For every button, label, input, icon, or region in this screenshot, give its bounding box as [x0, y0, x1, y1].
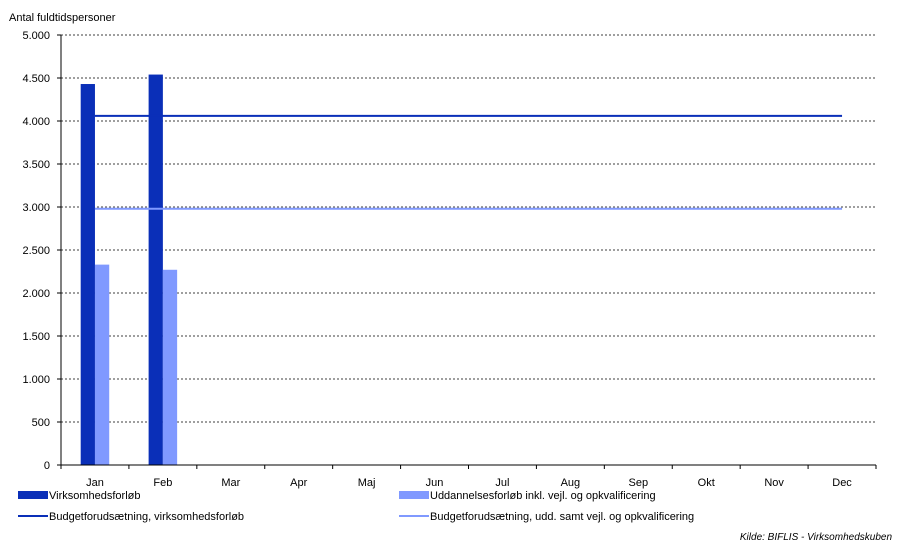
x-tick-label: Dec	[832, 477, 852, 489]
axes: 0 500 1.000 1.500 2.000 2.500 3.000 3.500 4.000 4…	[22, 30, 877, 489]
x-tick-label: Mar	[221, 477, 240, 489]
bar-virksomhedsforloeb	[148, 74, 163, 465]
bar-virksomhedsforloeb	[80, 84, 95, 466]
x-tick-label: Nov	[764, 477, 784, 489]
legend-label: Budgetforudsætning, virksomhedsforløb	[49, 511, 244, 523]
y-tick-label: 4.500	[22, 73, 50, 85]
bar-uddannelsesforloeb	[162, 269, 178, 465]
budget-lines	[94, 114, 843, 210]
y-tick-label: 4.000	[22, 116, 50, 128]
y-tick-label: 0	[44, 460, 50, 472]
x-tick-label: Sep	[629, 477, 649, 489]
x-tick-label: Jul	[495, 477, 509, 489]
x-tick-label: Apr	[290, 477, 307, 489]
x-tick-label: Feb	[153, 477, 172, 489]
x-tick-label: Okt	[698, 477, 715, 489]
y-tick-label: 1.000	[22, 374, 50, 386]
bar-uddannelsesforloeb	[94, 264, 110, 465]
legend-swatch	[18, 491, 48, 499]
legend-label: Virksomhedsforløb	[49, 490, 141, 502]
x-tick-label: Maj	[358, 477, 376, 489]
y-tick-label: 3.500	[22, 159, 50, 171]
legend: Virksomhedsforløb Uddannelsesforløb inkl.…	[18, 490, 694, 523]
y-axis-title: Antal fuldtidspersoner	[9, 12, 116, 24]
gridlines	[61, 34, 876, 423]
legend-swatch	[399, 491, 429, 499]
legend-label: Uddannelsesforløb inkl. vejl. og opkvali…	[430, 490, 656, 502]
x-tick-label: Jan	[86, 477, 104, 489]
source-note: Kilde: BIFLIS - Virksomhedskuben	[740, 532, 893, 543]
y-tick-label: 500	[32, 417, 50, 429]
y-tick-label: 2.000	[22, 288, 50, 300]
x-tick-label: Aug	[561, 477, 581, 489]
y-tick-label: 3.000	[22, 202, 50, 214]
y-tick-label: 1.500	[22, 331, 50, 343]
y-tick-label: 5.000	[22, 30, 50, 42]
y-tick-label: 2.500	[22, 245, 50, 257]
legend-label: Budgetforudsætning, udd. samt vejl. og o…	[430, 511, 694, 523]
bars	[80, 74, 178, 466]
x-tick-label: Jun	[426, 477, 444, 489]
